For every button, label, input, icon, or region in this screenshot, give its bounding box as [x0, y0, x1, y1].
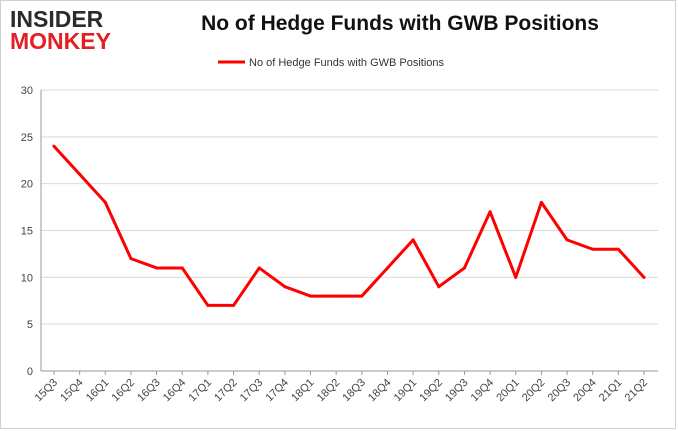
data-point	[642, 275, 646, 279]
x-tick-label: 18Q3	[340, 377, 368, 405]
data-point	[488, 210, 492, 214]
x-tick-label: 16Q2	[110, 377, 138, 405]
axes	[40, 90, 658, 375]
x-tick-label: 16Q4	[161, 377, 189, 405]
legend: No of Hedge Funds with GWB Positions	[218, 57, 445, 69]
data-point	[103, 200, 107, 204]
x-tick-label: 16Q1	[84, 377, 112, 405]
x-tick-label: 19Q3	[443, 377, 471, 405]
data-point	[616, 247, 620, 251]
data-point	[206, 303, 210, 307]
x-tick-label: 21Q1	[597, 377, 625, 405]
y-tick-label: 30	[21, 85, 33, 97]
x-tick-label: 17Q2	[212, 377, 240, 405]
x-tick-labels: 15Q315Q416Q116Q216Q316Q417Q117Q217Q317Q4…	[33, 377, 651, 405]
x-tick-label: 20Q1	[494, 377, 522, 405]
data-point	[514, 275, 518, 279]
series-lines	[52, 144, 646, 307]
series-line	[52, 144, 646, 307]
x-tick-label: 21Q2	[623, 377, 651, 405]
data-point	[462, 266, 466, 270]
x-tick-label: 19Q1	[392, 377, 420, 405]
data-point	[360, 294, 364, 298]
x-tick-label: 20Q3	[546, 377, 574, 405]
y-tick-label: 10	[21, 272, 33, 284]
x-tick-label: 17Q4	[263, 377, 291, 405]
x-tick-label: 19Q4	[469, 377, 497, 405]
data-point	[155, 266, 159, 270]
x-tick-label: 17Q3	[238, 377, 266, 405]
y-tick-label: 20	[21, 179, 33, 191]
logo-line-2: MONKEY	[10, 28, 111, 54]
data-point	[78, 172, 82, 176]
data-point	[52, 144, 56, 148]
data-point	[591, 247, 595, 251]
data-point	[232, 303, 236, 307]
data-point	[309, 294, 313, 298]
data-point	[437, 285, 441, 289]
x-tick-label: 16Q3	[135, 377, 163, 405]
legend-label: No of Hedge Funds with GWB Positions	[249, 57, 445, 69]
x-tick-label: 20Q2	[520, 377, 548, 405]
y-tick-label: 0	[27, 366, 33, 378]
x-tick-label: 19Q2	[417, 377, 445, 405]
data-point	[565, 238, 569, 242]
data-point	[257, 266, 261, 270]
x-tick-label: 18Q4	[366, 377, 394, 405]
data-point	[129, 257, 133, 261]
x-tick-label: 17Q1	[187, 377, 215, 405]
logo-line-1: INSIDER	[10, 6, 104, 32]
x-tick-label: 18Q1	[289, 377, 317, 405]
grid-lines	[41, 89, 658, 325]
data-point	[334, 294, 338, 298]
x-tick-label: 15Q4	[58, 377, 86, 405]
x-tick-label: 18Q2	[315, 377, 343, 405]
insider-monkey-logo: INSIDER MONKEY	[10, 6, 130, 54]
y-tick-label: 5	[27, 319, 33, 331]
x-tick-label: 20Q4	[571, 377, 599, 405]
y-tick-labels: 0 5 10 15 20 25 30	[21, 85, 33, 378]
y-tick-label: 25	[21, 132, 33, 144]
x-tick-label: 15Q3	[33, 377, 61, 405]
data-point	[385, 266, 389, 270]
data-point	[283, 285, 287, 289]
data-point	[180, 266, 184, 270]
data-point	[411, 238, 415, 242]
data-point	[539, 200, 543, 204]
y-tick-label: 15	[21, 226, 33, 238]
chart-title: No of Hedge Funds with GWB Positions	[201, 12, 599, 35]
